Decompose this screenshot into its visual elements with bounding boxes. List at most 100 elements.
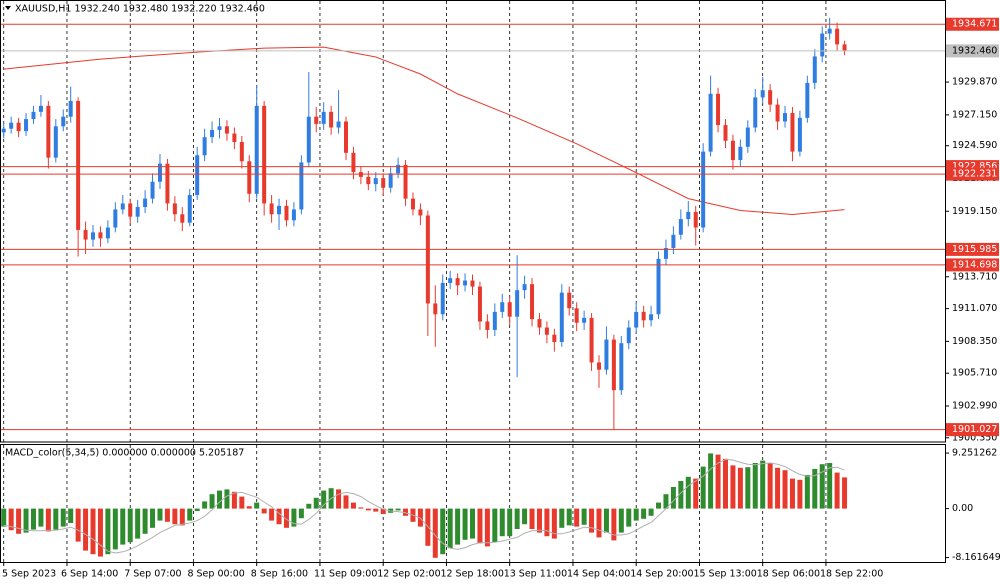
candle-body bbox=[611, 339, 616, 391]
macd-pane-frame bbox=[0, 444, 946, 563]
candle-body bbox=[321, 111, 326, 124]
candle-body bbox=[187, 194, 192, 223]
candle-body bbox=[820, 33, 825, 57]
candle-body bbox=[306, 116, 311, 163]
macd-bar bbox=[112, 508, 118, 550]
macd-bar bbox=[38, 508, 44, 527]
macd-bar bbox=[246, 506, 252, 509]
macd-bar bbox=[60, 508, 66, 527]
y-tick-label: 1905.710 bbox=[952, 368, 997, 379]
macd-bar bbox=[16, 508, 22, 534]
macd-bar bbox=[842, 477, 848, 509]
candle-body bbox=[150, 181, 155, 199]
macd-bar bbox=[827, 463, 833, 509]
candle-body bbox=[440, 282, 445, 315]
macd-bar bbox=[596, 508, 602, 538]
macd-bar bbox=[417, 508, 423, 527]
level-label-box bbox=[946, 44, 999, 58]
macd-bar bbox=[782, 470, 788, 509]
level-label-box bbox=[946, 258, 999, 272]
level-label: 1934.671 bbox=[952, 19, 997, 30]
macd-bar bbox=[127, 508, 133, 543]
macd-bar bbox=[603, 508, 609, 533]
candle-body bbox=[247, 161, 252, 194]
macd-bar bbox=[678, 481, 684, 509]
candle-body bbox=[418, 209, 423, 216]
candle-body bbox=[500, 302, 505, 312]
candle-body bbox=[277, 205, 282, 215]
macd-bar bbox=[432, 508, 438, 558]
candle-body bbox=[790, 113, 795, 152]
macd-bar bbox=[797, 479, 803, 509]
candle-body bbox=[522, 284, 527, 291]
macd-bar bbox=[648, 508, 654, 516]
candle-body bbox=[753, 97, 758, 128]
candle-body bbox=[485, 321, 490, 330]
macd-bar bbox=[455, 508, 461, 545]
candle-body bbox=[373, 178, 378, 185]
candle-body bbox=[649, 314, 654, 321]
macd-bar bbox=[321, 490, 327, 509]
candle-body bbox=[574, 308, 579, 323]
candle-body bbox=[120, 203, 125, 210]
macd-bar bbox=[1, 508, 7, 527]
y-tick-label: 1908.350 bbox=[952, 336, 997, 347]
candle-body bbox=[567, 292, 572, 309]
y-tick-label: 1924.590 bbox=[952, 140, 997, 151]
candle-body bbox=[388, 173, 393, 188]
candle-body bbox=[783, 113, 788, 122]
macd-bar bbox=[157, 508, 163, 521]
candle-body bbox=[16, 122, 21, 132]
macd-bar bbox=[8, 508, 14, 531]
level-label: 1915.985 bbox=[952, 244, 997, 255]
candle-body bbox=[663, 248, 668, 259]
macd-bar bbox=[179, 508, 185, 526]
candle-body bbox=[91, 232, 96, 240]
candle-body bbox=[46, 105, 51, 158]
candle-body bbox=[641, 311, 646, 321]
macd-bar bbox=[507, 508, 513, 537]
macd-bar bbox=[440, 508, 446, 555]
macd-bar bbox=[224, 489, 230, 509]
level-label: 1932.460 bbox=[952, 45, 997, 56]
candle-body bbox=[410, 198, 415, 210]
candle-body bbox=[470, 280, 475, 287]
candle-body bbox=[217, 126, 222, 130]
main-pane-frame bbox=[0, 0, 946, 443]
candle-body bbox=[24, 119, 29, 132]
macd-bar bbox=[626, 508, 632, 527]
candle-body bbox=[239, 141, 244, 162]
macd-bar bbox=[365, 508, 371, 511]
macd-bar bbox=[745, 467, 751, 509]
macd-bar bbox=[663, 494, 669, 509]
candle-body bbox=[180, 214, 185, 223]
candle-body bbox=[619, 343, 624, 391]
candle-body bbox=[172, 203, 177, 215]
macd-bar bbox=[313, 497, 319, 509]
macd-bar bbox=[581, 508, 587, 525]
candle-body bbox=[797, 117, 802, 152]
macd-bar bbox=[574, 508, 580, 527]
macd-bar bbox=[700, 466, 706, 509]
candle-body bbox=[626, 327, 631, 344]
candle-body bbox=[596, 362, 601, 370]
x-tick-label: 18 Sep 06:00 bbox=[757, 569, 820, 580]
candle-body bbox=[842, 44, 847, 51]
candle-body bbox=[775, 104, 780, 122]
level-label: 1901.027 bbox=[952, 424, 997, 435]
macd-bar bbox=[514, 508, 520, 529]
candle-body bbox=[693, 211, 698, 228]
x-tick-label: 14 Sep 04:00 bbox=[567, 569, 630, 580]
candle-body bbox=[195, 155, 200, 195]
candle-body bbox=[537, 319, 542, 328]
candle-body bbox=[582, 317, 587, 323]
candle-body bbox=[83, 229, 88, 240]
macd-bar bbox=[120, 508, 126, 545]
macd-bar bbox=[462, 508, 468, 540]
signal-line bbox=[3, 458, 845, 554]
candle-body bbox=[634, 311, 639, 328]
candle-body bbox=[396, 164, 401, 174]
macd-bar bbox=[447, 508, 453, 549]
candle-body bbox=[68, 101, 73, 117]
